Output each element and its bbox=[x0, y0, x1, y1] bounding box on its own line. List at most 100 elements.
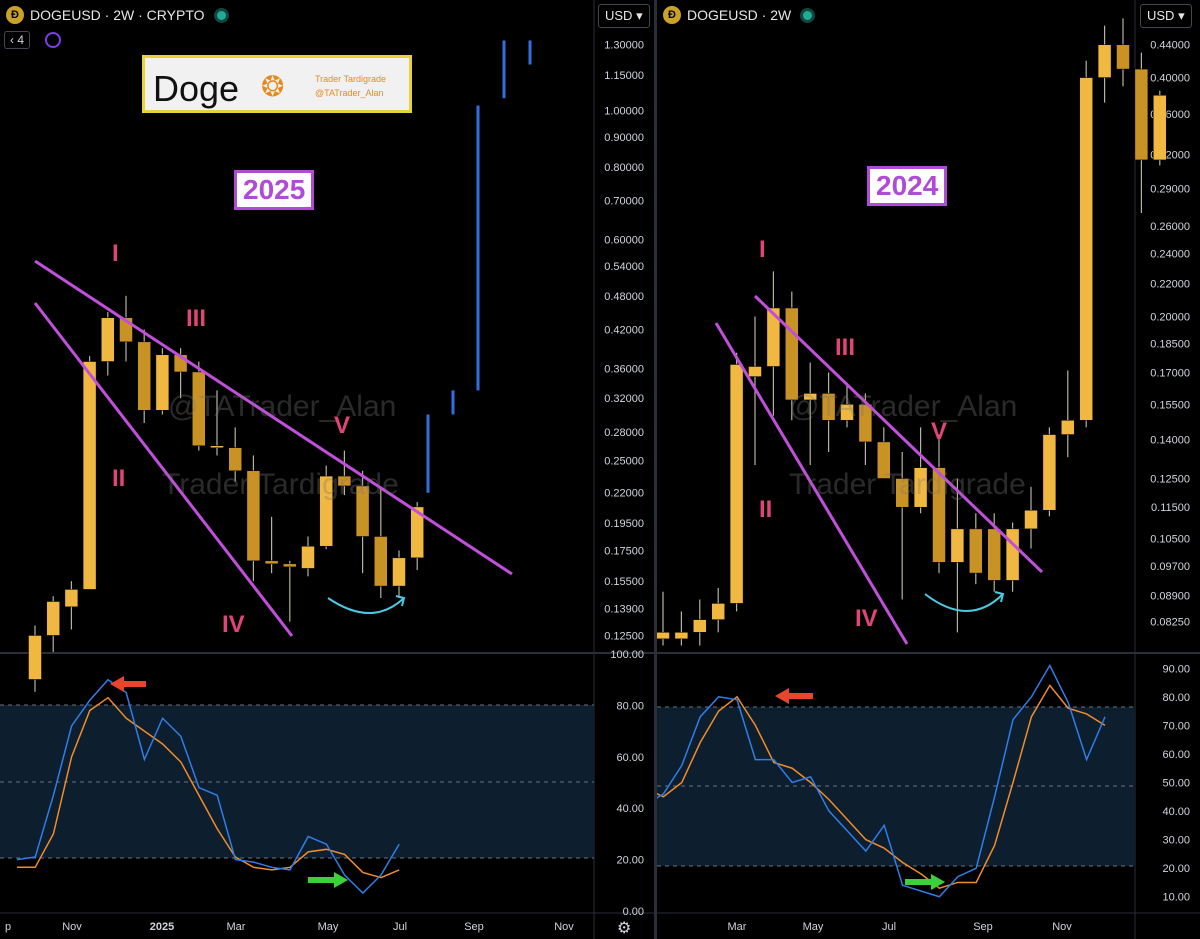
price-tick-label: 0.22000 bbox=[604, 488, 644, 500]
candle-body bbox=[1005, 528, 1020, 581]
candle-body bbox=[858, 404, 873, 443]
oscillator-tick-label: 100.00 bbox=[610, 649, 644, 661]
doge-coin-icon: Ð bbox=[6, 6, 24, 24]
currency-label: USD bbox=[1147, 8, 1175, 23]
oscillator-tick-label: 50.00 bbox=[1162, 778, 1190, 790]
candle-body bbox=[821, 393, 836, 421]
oscillator-tick-label: 70.00 bbox=[1162, 720, 1190, 732]
oscillator-tick-label: 40.00 bbox=[1162, 806, 1190, 818]
chart-panel-2024[interactable]: 0.44000 0.40000 0.36000 0.32000 0.29000 0.260… bbox=[657, 0, 1200, 939]
candle-body bbox=[766, 307, 781, 367]
time-tick-label: May bbox=[318, 921, 339, 933]
price-tick-label: 1.00000 bbox=[604, 106, 644, 118]
price-tick-label: 0.15500 bbox=[1150, 399, 1190, 411]
currency-selector[interactable]: USD ▾ bbox=[598, 4, 650, 28]
time-tick-label: Nov bbox=[1052, 921, 1072, 933]
wave-label-3: III bbox=[835, 334, 856, 361]
oscillator-band bbox=[657, 707, 1135, 866]
price-tick-label: 0.28000 bbox=[604, 427, 644, 439]
chart-panel-2025[interactable]: 1.30000 1.15000 1.00000 0.90000 0.80000 0.700… bbox=[0, 0, 654, 939]
time-tick-label: Mar bbox=[227, 921, 246, 933]
price-tick-label: 0.12500 bbox=[604, 630, 644, 642]
candle-body bbox=[28, 635, 42, 680]
candle-body bbox=[657, 632, 670, 640]
price-tick-label: 0.15500 bbox=[604, 576, 644, 588]
wave-label-5: V bbox=[931, 418, 948, 445]
rounding-bottom-arrowhead bbox=[395, 595, 406, 607]
green-arrow-icon bbox=[308, 872, 348, 888]
candle-body bbox=[301, 545, 315, 569]
price-tick-label: 0.17000 bbox=[1150, 368, 1190, 380]
oscillator-tick-label: 60.00 bbox=[616, 752, 644, 764]
price-tick-label: 0.40000 bbox=[1150, 73, 1190, 85]
chart-2025-svg[interactable]: 1.30000 1.15000 1.00000 0.90000 0.80000 0.700… bbox=[0, 0, 654, 939]
candle-body bbox=[877, 441, 891, 479]
oscillator-tick-label: 80.00 bbox=[616, 700, 644, 712]
stoch-d-line bbox=[17, 696, 400, 879]
price-tick-label: 1.15000 bbox=[604, 70, 644, 82]
trend-line bbox=[753, 294, 1044, 574]
candle-body bbox=[64, 589, 79, 608]
candle-body bbox=[840, 404, 854, 421]
price-tick-label: 0.17500 bbox=[604, 546, 644, 558]
price-tick-label: 0.18500 bbox=[1150, 338, 1190, 350]
price-tick-label: 0.10500 bbox=[1150, 534, 1190, 546]
price-tick-label: 0.20000 bbox=[1150, 311, 1190, 323]
trend-line bbox=[34, 259, 513, 576]
candle-body bbox=[137, 341, 151, 411]
price-tick-label: 0.42000 bbox=[604, 325, 644, 337]
rounding-bottom-arc bbox=[327, 597, 405, 614]
price-tick-label: 0.08900 bbox=[1150, 591, 1190, 603]
chevron-down-icon: ▾ bbox=[1178, 8, 1185, 23]
wave-label-2: II bbox=[112, 465, 126, 492]
wave-label-4: IV bbox=[222, 611, 245, 638]
watermark-name: Trader Tardigrade bbox=[162, 468, 399, 501]
candle-body bbox=[674, 632, 689, 640]
currency-selector[interactable]: USD ▾ bbox=[1140, 4, 1192, 28]
price-tick-label: 0.13900 bbox=[604, 604, 644, 616]
oscillator-tick-label: 20.00 bbox=[1162, 863, 1190, 875]
green-arrow-icon bbox=[905, 874, 945, 890]
candle-body bbox=[748, 366, 762, 377]
wave-label-1: I bbox=[112, 240, 119, 267]
price-tick-label: 1.30000 bbox=[604, 39, 644, 51]
symbol-header[interactable]: Ð DOGEUSD · 2W bbox=[663, 6, 813, 24]
chevron-down-icon: ▾ bbox=[636, 8, 643, 23]
indicator-collapse-badge[interactable]: ‹ 4 bbox=[4, 31, 31, 49]
symbol-title: DOGEUSD · 2W bbox=[687, 7, 792, 23]
watermark-handle: @TATrader_Alan bbox=[168, 390, 397, 423]
price-tick-label: 0.90000 bbox=[604, 132, 644, 144]
price-tick-label: 0.12500 bbox=[1150, 473, 1190, 485]
candle-body bbox=[1134, 68, 1149, 161]
candle-body bbox=[392, 557, 406, 587]
price-tick-label: 0.24000 bbox=[1150, 249, 1190, 261]
candle-body bbox=[1042, 434, 1057, 511]
time-tick-label: Jul bbox=[882, 921, 896, 933]
chart-2024-svg[interactable]: 0.440000.400000.360000.320000.290000.260… bbox=[657, 0, 1200, 939]
candle-body bbox=[1116, 44, 1130, 70]
wave-label-1: I bbox=[759, 236, 766, 263]
oscillator-tick-label: 90.00 bbox=[1162, 663, 1190, 675]
oscillator-tick-label: 10.00 bbox=[1162, 892, 1190, 904]
candle-body bbox=[693, 619, 707, 633]
gear-icon[interactable]: ⚙ bbox=[617, 920, 632, 937]
candle-body bbox=[913, 467, 928, 508]
candle-body bbox=[82, 361, 97, 590]
sync-icon[interactable] bbox=[45, 32, 61, 48]
price-tick-label: 0.80000 bbox=[604, 162, 644, 174]
price-tick-label: 0.14000 bbox=[1150, 434, 1190, 446]
candle-body bbox=[1061, 420, 1075, 435]
price-tick-label: 0.11500 bbox=[1151, 502, 1190, 514]
time-tick-label: 2025 bbox=[150, 921, 174, 933]
logo-line1: Trader Tardigrade bbox=[315, 74, 387, 84]
candle-body bbox=[932, 467, 946, 563]
candle-body bbox=[711, 603, 725, 620]
price-tick-label: 0.60000 bbox=[604, 234, 644, 246]
symbol-header[interactable]: Ð DOGEUSD · 2W · CRYPTO bbox=[6, 6, 226, 24]
time-tick-label: Nov bbox=[62, 921, 82, 933]
price-tick-label: 0.36000 bbox=[604, 363, 644, 375]
candle-body bbox=[950, 528, 965, 563]
stoch-k-line bbox=[16, 678, 400, 895]
red-arrow-icon bbox=[110, 676, 146, 692]
candle-body bbox=[969, 528, 983, 574]
